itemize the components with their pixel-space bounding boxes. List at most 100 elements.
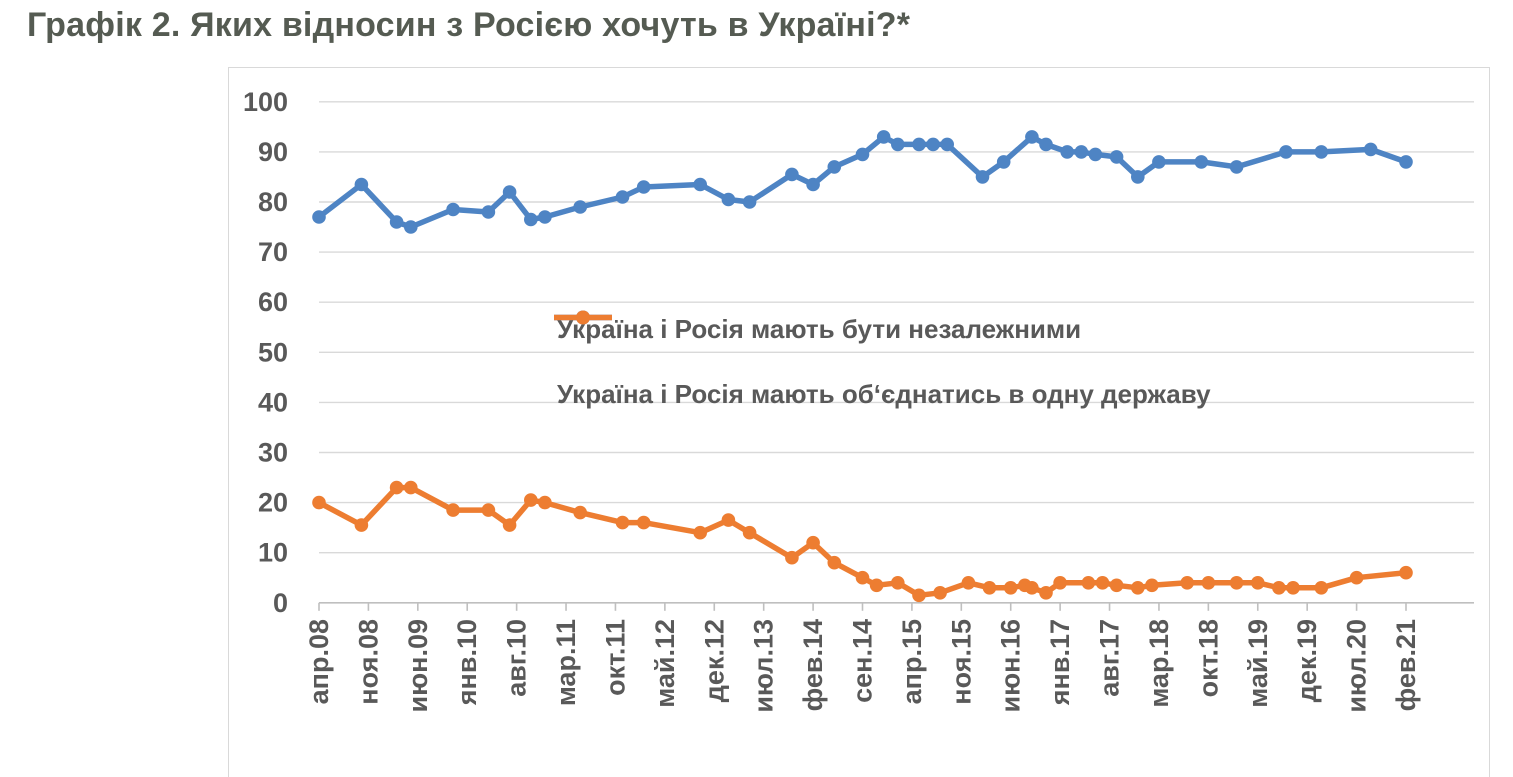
x-tick-label: янв.10 (452, 619, 482, 706)
data-point-marker (1131, 170, 1145, 184)
x-tick-label: янв.17 (1045, 619, 1075, 706)
data-point-marker (785, 550, 799, 565)
data-point-marker (1229, 576, 1244, 590)
data-point-marker (502, 518, 517, 532)
data-point-marker (1025, 130, 1039, 144)
data-point-marker (827, 160, 842, 174)
legend-entry-unite: Україна і Росія мають об‘єднатись в одну… (554, 310, 1274, 414)
x-tick-label: дек.12 (699, 619, 729, 702)
x-tick-label: авг.17 (1095, 619, 1125, 697)
x-tick-label: авг.10 (502, 619, 532, 697)
legend-label-independent: Україна і Росія мають бути незалежними (557, 314, 1082, 344)
data-point-marker (855, 570, 870, 585)
data-point-marker (404, 220, 418, 234)
y-tick-label: 30 (258, 438, 288, 468)
data-point-marker (940, 137, 954, 152)
data-point-marker (1314, 581, 1329, 595)
chart-area: 0 10 20 30 40 50 60 70 80 90 100 апр.08 ноя.08 июн.09… (228, 67, 1490, 777)
data-point-marker (891, 576, 905, 590)
data-point-marker (1025, 581, 1039, 595)
data-point-marker (876, 130, 891, 144)
x-axis-labels: апр.08 ноя.08 июн.09 янв.10 авг.10 мар.11 окт.… (304, 619, 1421, 713)
data-point-marker (1279, 145, 1293, 159)
data-point-marker (869, 578, 884, 593)
data-point-marker (693, 525, 707, 540)
x-tick-label: июн.09 (403, 619, 433, 713)
data-point-marker (354, 177, 369, 192)
data-point-marker (891, 137, 905, 152)
y-tick-label: 0 (273, 588, 288, 618)
x-tick-label: июл.13 (749, 619, 779, 713)
data-point-marker (1039, 137, 1053, 152)
data-point-marker (481, 503, 496, 517)
legend: Україна і Росія мають бути незалежними У… (554, 310, 1274, 440)
data-point-marker (312, 495, 326, 510)
data-point-marker (1152, 155, 1166, 169)
data-point-marker (446, 202, 460, 217)
data-point-marker (933, 586, 947, 600)
x-tick-label: ноя.15 (946, 619, 976, 705)
data-point-marker (636, 515, 651, 530)
data-point-marker (615, 515, 630, 530)
data-point-marker (1363, 142, 1378, 157)
data-point-marker (1272, 581, 1286, 595)
data-point-marker (502, 185, 517, 199)
data-point-marker (1053, 576, 1067, 590)
legend-label-unite: Україна і Росія мають об‘єднатись в одну… (557, 379, 1211, 409)
x-tick-label: июл.20 (1342, 619, 1372, 713)
x-tick-label: апр.08 (304, 619, 334, 704)
x-tick-label: дек.19 (1292, 619, 1322, 702)
data-point-marker (806, 177, 820, 192)
data-point-marker (1229, 160, 1244, 174)
data-point-marker (926, 137, 940, 152)
x-tick-label: фев.21 (1391, 619, 1421, 711)
data-point-marker (982, 581, 997, 595)
data-point-marker (1194, 155, 1209, 169)
y-tick-label: 40 (258, 387, 288, 417)
x-tick-label: сен.14 (847, 619, 877, 703)
data-point-marker (1109, 578, 1124, 593)
data-point-marker (312, 210, 326, 224)
data-point-marker (1088, 147, 1103, 162)
data-point-marker (1286, 581, 1300, 595)
data-point-marker (785, 167, 799, 182)
gridlines (319, 101, 1474, 554)
x-tick-label: мар.11 (551, 619, 581, 706)
data-point-marker (524, 493, 538, 507)
data-point-marker (1349, 570, 1364, 585)
data-point-marker (615, 190, 630, 204)
y-tick-label: 90 (258, 137, 288, 167)
data-point-marker (1039, 586, 1053, 600)
y-tick-label: 50 (258, 337, 288, 367)
legend-entry-independent: Україна і Росія мають бути незалежними (554, 310, 1274, 349)
y-tick-label: 80 (258, 187, 288, 217)
y-axis-labels: 0 10 20 30 40 50 60 70 80 90 100 (243, 87, 288, 618)
x-tick-label: апр.15 (897, 619, 927, 704)
x-tick-label: фев.14 (798, 619, 828, 711)
data-point-marker (481, 205, 496, 219)
data-point-marker (693, 177, 707, 192)
data-point-marker (538, 495, 552, 510)
data-point-marker (1145, 578, 1159, 593)
data-point-marker (1201, 576, 1216, 590)
data-point-marker (721, 513, 736, 527)
data-point-marker (855, 147, 870, 162)
data-point-marker (446, 503, 460, 517)
data-point-marker (1074, 145, 1089, 159)
x-tick-label: ноя.08 (353, 619, 383, 705)
data-point-marker (742, 525, 757, 540)
x-axis (318, 601, 1474, 611)
data-point-marker (524, 212, 538, 227)
data-point-marker (404, 480, 418, 495)
data-point-marker (912, 588, 926, 603)
data-point-marker (975, 170, 990, 184)
y-tick-label: 100 (243, 87, 288, 117)
series-unite (312, 480, 1413, 603)
series-independent (312, 130, 1413, 234)
x-tick-label: мар.18 (1144, 619, 1174, 708)
x-tick-label: июн.16 (996, 619, 1026, 713)
y-tick-label: 70 (258, 237, 288, 267)
x-tick-label: май.12 (650, 619, 680, 708)
chart-title: Графік 2. Яких відносин з Росією хочуть … (27, 6, 911, 44)
